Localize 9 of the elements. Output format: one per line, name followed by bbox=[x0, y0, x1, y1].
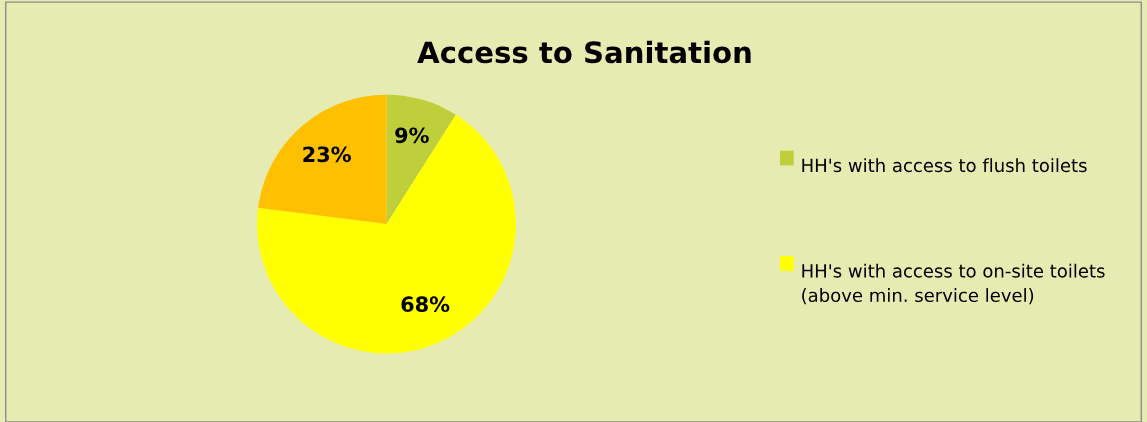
legend-label: HH's with access to flush toilets bbox=[802, 158, 1087, 173]
chart-title: Access to Sanitation bbox=[417, 40, 751, 64]
data-label: 68% bbox=[401, 296, 450, 313]
pie-slice bbox=[386, 94, 456, 225]
data-label: 9% bbox=[395, 127, 429, 144]
pie-slice bbox=[257, 114, 516, 354]
legend-label: HH's with access to on-site toilets (above min. service level) bbox=[802, 263, 1105, 305]
pie-slice bbox=[258, 94, 387, 225]
data-label: 23% bbox=[303, 146, 351, 163]
